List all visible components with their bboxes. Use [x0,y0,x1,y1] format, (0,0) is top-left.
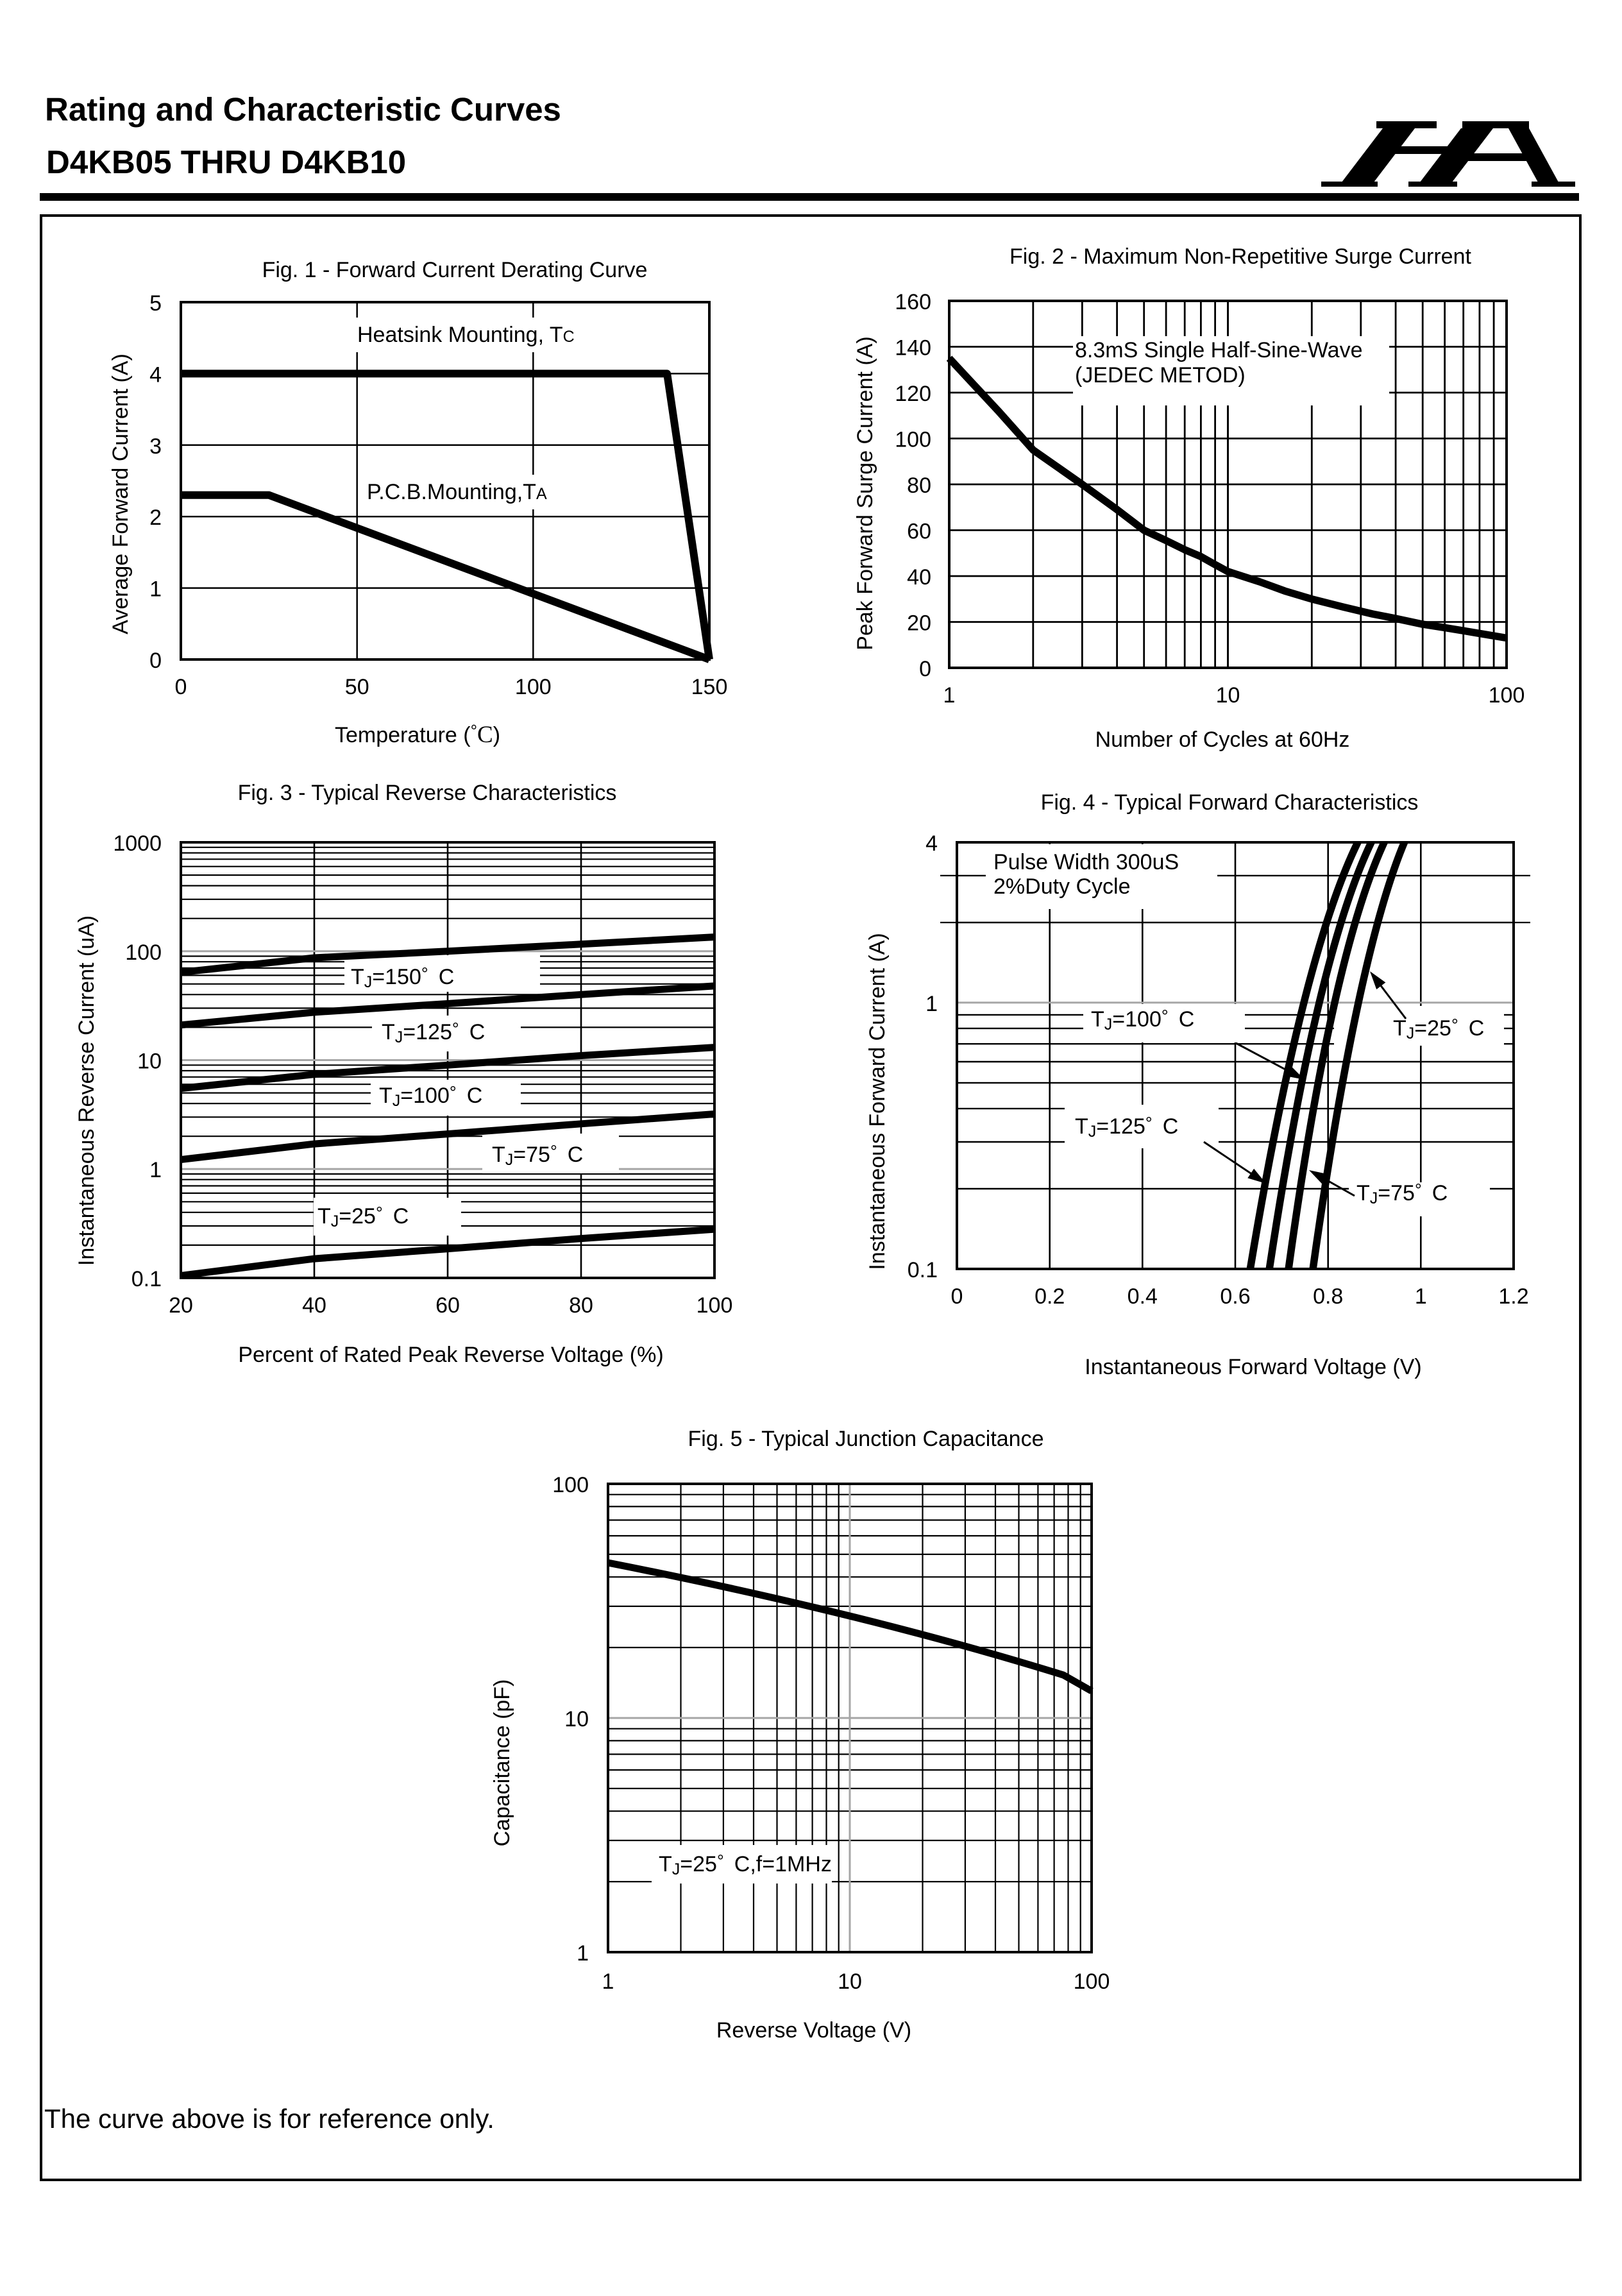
svg-text:100: 100 [895,428,931,452]
svg-text:1: 1 [925,992,938,1016]
svg-text:Instantaneous Forward Voltage: Instantaneous Forward Voltage (V) [1085,1355,1421,1379]
svg-text:40: 40 [302,1293,326,1318]
svg-text:Instantaneous Reverse Current: Instantaneous Reverse Current (uA) [74,915,99,1266]
svg-text:Fig. 3 - Typical Reverse Chara: Fig. 3 - Typical Reverse Characteristics [238,781,617,805]
svg-text:20: 20 [169,1293,193,1318]
svg-text:Capacitance (pF): Capacitance (pF) [490,1679,514,1847]
svg-text:1: 1 [149,577,162,602]
svg-text:0.4: 0.4 [1128,1284,1158,1309]
svg-text:1: 1 [1415,1284,1427,1309]
svg-text:2: 2 [149,506,162,530]
svg-text:100: 100 [697,1293,733,1318]
svg-text:TJ=25°C,f=1MHz: TJ=25° C,f=1MHz [659,1851,832,1878]
svg-text:Average Forward Current (A): Average Forward Current (A) [108,353,133,634]
svg-text:100: 100 [1489,683,1525,708]
svg-text:80: 80 [569,1293,593,1318]
svg-text:1: 1 [149,1158,162,1182]
svg-text:TJ=75°C: TJ=75° C [492,1142,583,1169]
svg-text:10: 10 [838,1969,862,1994]
svg-text:4: 4 [925,831,938,856]
svg-text:100: 100 [552,1473,589,1497]
svg-text:1: 1 [602,1969,614,1994]
svg-text:0.6: 0.6 [1220,1284,1250,1309]
svg-text:Instantaneous Forward Current: Instantaneous Forward Current (A) [865,933,890,1270]
svg-text:160: 160 [895,290,931,314]
svg-text:Rating and Characteristic Curv: Rating and Characteristic Curves [45,91,561,128]
svg-text:Reverse Voltage (V): Reverse Voltage (V) [716,2018,911,2043]
svg-text:0.1: 0.1 [131,1267,162,1291]
svg-text:10: 10 [137,1050,162,1074]
svg-text:Percent of Rated Peak Reverse: Percent of Rated Peak Reverse Voltage (%… [238,1343,663,1367]
svg-text:10: 10 [1216,683,1240,708]
svg-text:Fig. 2 - Maximum Non-Repetitiv: Fig. 2 - Maximum Non-Repetitive Surge Cu… [1010,244,1471,269]
svg-text:1000: 1000 [113,831,162,856]
svg-text:100: 100 [515,675,552,699]
svg-text:TJ=75°C: TJ=75° C [1356,1180,1448,1207]
svg-text:D4KB05 THRU D4KB10: D4KB05 THRU D4KB10 [46,144,406,180]
svg-text:TJ=25°C: TJ=25° C [1393,1016,1484,1042]
svg-text:0.1: 0.1 [908,1258,938,1282]
svg-text:Pulse Width 300uS: Pulse Width 300uS [993,850,1179,874]
svg-text:Heatsink Mounting, TC: Heatsink Mounting, TC [357,323,575,347]
svg-text:0.8: 0.8 [1313,1284,1343,1309]
svg-text:The curve above is for referen: The curve above is for reference only. [44,2104,494,2134]
svg-text:Fig. 4 - Typical Forward Chara: Fig. 4 - Typical Forward Characteristics [1041,790,1419,815]
svg-text:Number of Cycles at 60Hz: Number of Cycles at 60Hz [1095,727,1350,752]
svg-text:0: 0 [951,1284,963,1309]
svg-text:50: 50 [345,675,369,699]
svg-text:(JEDEC METOD): (JEDEC METOD) [1075,363,1246,387]
svg-text:60: 60 [435,1293,460,1318]
svg-text:80: 80 [907,473,931,498]
svg-text:8.3mS Single Half-Sine-Wave: 8.3mS Single Half-Sine-Wave [1075,338,1362,362]
svg-text:60: 60 [907,520,931,544]
svg-text:0.2: 0.2 [1035,1284,1065,1309]
svg-text:100: 100 [125,940,162,965]
svg-text:4: 4 [149,362,162,387]
svg-text:120: 120 [895,382,931,406]
svg-text:20: 20 [907,611,931,636]
svg-text:Fig. 5 - Typical Junction Cap: Fig. 5 - Typical Junction Capacitance [688,1427,1044,1451]
svg-text:150: 150 [691,675,728,699]
svg-text:100: 100 [1074,1969,1110,1994]
svg-text:1: 1 [943,683,956,708]
svg-text:2%Duty Cycle: 2%Duty Cycle [993,874,1131,899]
svg-text:1.2: 1.2 [1498,1284,1528,1309]
svg-text:40: 40 [907,565,931,590]
svg-text:140: 140 [895,336,931,361]
svg-text:1: 1 [577,1941,589,1966]
svg-text:0: 0 [175,675,187,699]
svg-text:0: 0 [149,649,162,673]
svg-text:5: 5 [149,291,162,316]
svg-text:3: 3 [149,434,162,459]
svg-text:Fig. 1 - Forward Current Derat: Fig. 1 - Forward Current Derating Curve [262,258,648,282]
svg-text:Peak Forward Surge Current (A): Peak Forward Surge Current (A) [853,336,877,650]
svg-text:P.C.B.Mounting,TA: P.C.B.Mounting,TA [367,480,547,504]
svg-text:0: 0 [919,657,931,681]
svg-text:10: 10 [564,1707,589,1731]
